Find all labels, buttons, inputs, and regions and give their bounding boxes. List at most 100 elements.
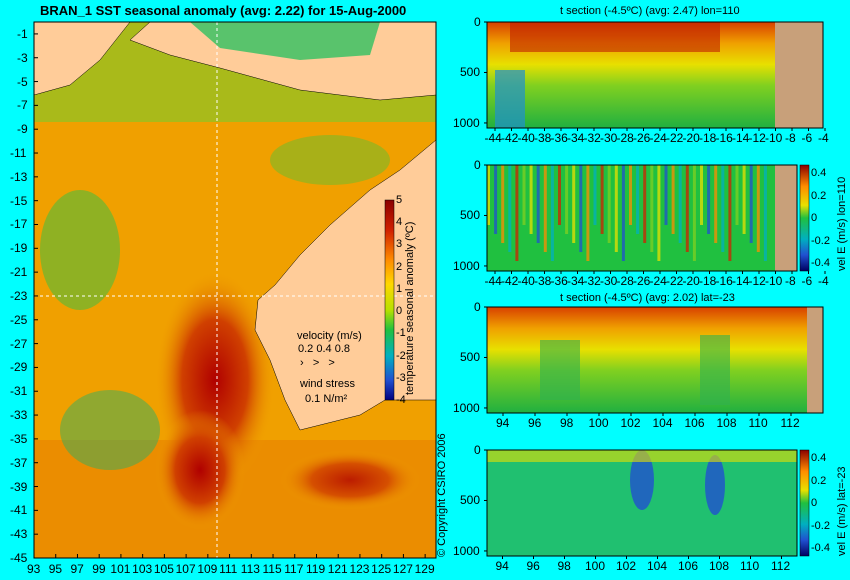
panel-1-y-tick: 1000 <box>453 115 480 130</box>
panel-2-stripe <box>629 165 632 225</box>
map-lon-tick: 103 <box>132 562 153 576</box>
land-java-sea <box>190 22 380 60</box>
panel-4-y-tick: 0 <box>474 443 481 457</box>
panel-2-x-tick: -44 <box>484 274 502 288</box>
panel-2-stripe <box>508 165 512 252</box>
panel-2-x-tick: -20 <box>682 274 700 288</box>
panel-1-x-tick: -14 <box>732 131 750 145</box>
map-lon-tick: 105 <box>153 562 174 576</box>
map-lat-tick: -27 <box>10 336 28 351</box>
sst-colorbar-tick: 0 <box>396 305 403 318</box>
sst-colorbar-tick: 5 <box>396 194 403 206</box>
panel-4-colorbar-tick: -0.2 <box>811 519 830 532</box>
panel-2-stripe <box>763 165 767 261</box>
panel-1-warm <box>510 22 720 52</box>
panel-2-stripe <box>692 165 696 261</box>
panel-2-stripe <box>678 165 682 243</box>
panel-2-stripe <box>707 165 711 234</box>
panel-4-colorbar <box>799 449 810 557</box>
panel-1-x-tick: -18 <box>699 131 717 145</box>
panel-2-x-tick: -24 <box>649 274 667 288</box>
panel-2-colorbar-tick: -0.4 <box>811 257 830 269</box>
panel-2-x-tick: -14 <box>732 274 750 288</box>
warm-anomaly <box>155 410 245 530</box>
panel-2-stripe <box>600 165 604 234</box>
panel-2-x-tick: -36 <box>550 274 568 288</box>
panel-1-x-tick: -30 <box>600 131 618 145</box>
cool-anomaly <box>60 390 160 470</box>
map-lat-tick: -43 <box>10 527 28 542</box>
map-lat-tick: -5 <box>17 74 28 89</box>
panel-1-x-tick: -32 <box>583 131 601 145</box>
panel-2-colorbar-tick: 0.2 <box>811 189 827 202</box>
map-lon-tick: 129 <box>414 562 435 576</box>
panel-2-x-tick: -4 <box>818 274 829 288</box>
panel-1-y-tick: 0 <box>474 15 481 29</box>
panel-2-x-tick: -18 <box>699 274 717 288</box>
panel-3-x-tick: 104 <box>652 416 673 430</box>
panel-2-stripe <box>621 165 625 261</box>
panel-2-stripe <box>657 165 661 261</box>
panel-1-x-tick: -24 <box>649 131 667 145</box>
panel-2-stripe <box>685 165 689 252</box>
panel-1-cool <box>495 70 525 128</box>
panel-4-y-tick: 1000 <box>453 543 480 558</box>
panel-4-x-tick: 112 <box>771 559 791 573</box>
panel-2-x-tick: -16 <box>715 274 733 288</box>
panel-3-field <box>487 307 807 413</box>
panel-2-stripe <box>543 165 547 252</box>
panel-3-x-tick: 100 <box>588 416 609 430</box>
sst-colorbar <box>384 199 395 401</box>
panel-2-stripe <box>671 165 675 234</box>
map-lon-tick: 99 <box>92 562 106 576</box>
map-lat-tick: -15 <box>10 193 28 208</box>
panel-4-colorbar-tick: 0.2 <box>811 474 827 487</box>
sst-colorbar-tick: -2 <box>396 349 406 362</box>
panel-4-colorbar-tick: 0.4 <box>811 452 827 464</box>
panel-2-stripe <box>700 165 703 225</box>
panel-2-x-tick: -34 <box>567 274 585 288</box>
panel-2-x-tick: -40 <box>517 274 535 288</box>
velocity-scale: 0.2 0.4 0.8 <box>298 343 350 355</box>
panel-3-x-tick: 112 <box>780 416 800 430</box>
section-panel-1 <box>486 21 824 129</box>
section-panel-2 <box>486 164 810 272</box>
map-lat-tick: -23 <box>10 288 28 303</box>
map-lat-tick: -21 <box>10 265 28 280</box>
panel-4-frame <box>486 449 798 557</box>
panel-3-x-tick: 110 <box>748 416 768 430</box>
map-lat-tick: -7 <box>17 98 28 113</box>
panel-1-x-tick: -44 <box>484 131 502 145</box>
panel-1-x-tick: -22 <box>666 131 684 145</box>
panel-2-stripe <box>515 165 519 261</box>
panel-2-stripes <box>487 165 767 261</box>
map-lon-tick: 95 <box>48 562 63 576</box>
panel-3-y-tick: 500 <box>460 350 481 365</box>
panel-2-stripe <box>487 165 490 225</box>
sst-colorbar-label: temperature seasonal anomaly (ºC) <box>404 221 416 395</box>
panel-2-stripe <box>614 165 618 252</box>
main-title: BRAN_1 SST seasonal anomaly (avg: 2.22) … <box>40 3 407 18</box>
panel-4-x-tick: 102 <box>616 559 637 573</box>
panel-3-y-tick: 1000 <box>453 400 480 415</box>
panel-2-stripe <box>565 165 569 234</box>
warm-anomaly <box>280 450 420 510</box>
panel-1-x-tick: -34 <box>567 131 585 145</box>
panel-2-x-tick: -6 <box>801 274 813 288</box>
panel-2-colorbar-tick: 0.4 <box>811 167 827 179</box>
map-lon-tick: 109 <box>197 562 218 576</box>
panel-3-x-tick: 106 <box>684 416 705 430</box>
panel-4-westward-jet <box>705 455 725 515</box>
panel-4-colorbar-tick: -0.4 <box>811 542 830 554</box>
panel-2-stripe <box>721 165 725 252</box>
map-frame <box>33 21 437 559</box>
panel-2-colorbar-tick: -0.2 <box>811 234 830 247</box>
map-lon-tick: 115 <box>262 562 282 576</box>
panel-3-frame <box>486 306 824 414</box>
panel-1-x-tick: -20 <box>682 131 700 145</box>
panel-2-stripe <box>742 165 746 234</box>
panel-2-stripe <box>579 165 583 252</box>
panel-2-stripe <box>572 165 576 243</box>
panel-2-stripe <box>586 165 590 261</box>
